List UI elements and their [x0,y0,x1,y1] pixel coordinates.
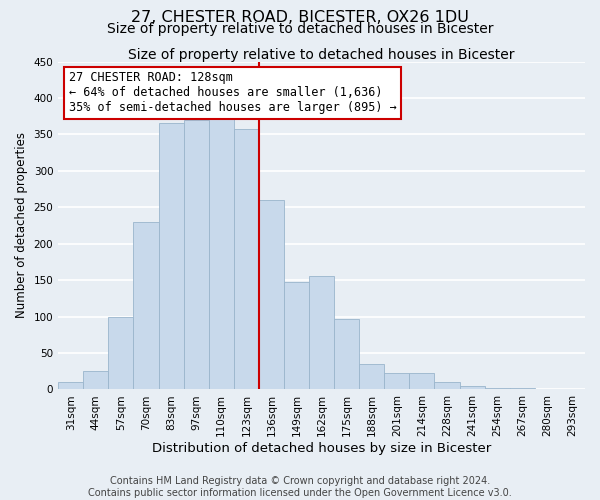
Bar [309,276,334,390]
Bar [234,128,259,390]
Text: 27, CHESTER ROAD, BICESTER, OX26 1DU: 27, CHESTER ROAD, BICESTER, OX26 1DU [131,10,469,25]
Bar [259,200,284,390]
Bar [158,124,184,390]
Bar [485,388,510,390]
Bar [359,364,385,390]
Title: Size of property relative to detached houses in Bicester: Size of property relative to detached ho… [128,48,515,62]
Bar [560,388,585,390]
Bar [434,382,460,390]
Bar [184,120,209,390]
Text: Contains HM Land Registry data © Crown copyright and database right 2024.
Contai: Contains HM Land Registry data © Crown c… [88,476,512,498]
Bar [510,388,535,390]
Bar [284,282,309,390]
X-axis label: Distribution of detached houses by size in Bicester: Distribution of detached houses by size … [152,442,491,455]
Bar [209,118,234,390]
Bar [334,320,359,390]
Y-axis label: Number of detached properties: Number of detached properties [15,132,28,318]
Text: 27 CHESTER ROAD: 128sqm
← 64% of detached houses are smaller (1,636)
35% of semi: 27 CHESTER ROAD: 128sqm ← 64% of detache… [69,72,397,114]
Bar [535,388,560,390]
Bar [385,374,409,390]
Bar [83,371,109,390]
Bar [133,222,158,390]
Bar [460,386,485,390]
Text: Size of property relative to detached houses in Bicester: Size of property relative to detached ho… [107,22,493,36]
Bar [58,382,83,390]
Bar [109,316,133,390]
Bar [409,374,434,390]
